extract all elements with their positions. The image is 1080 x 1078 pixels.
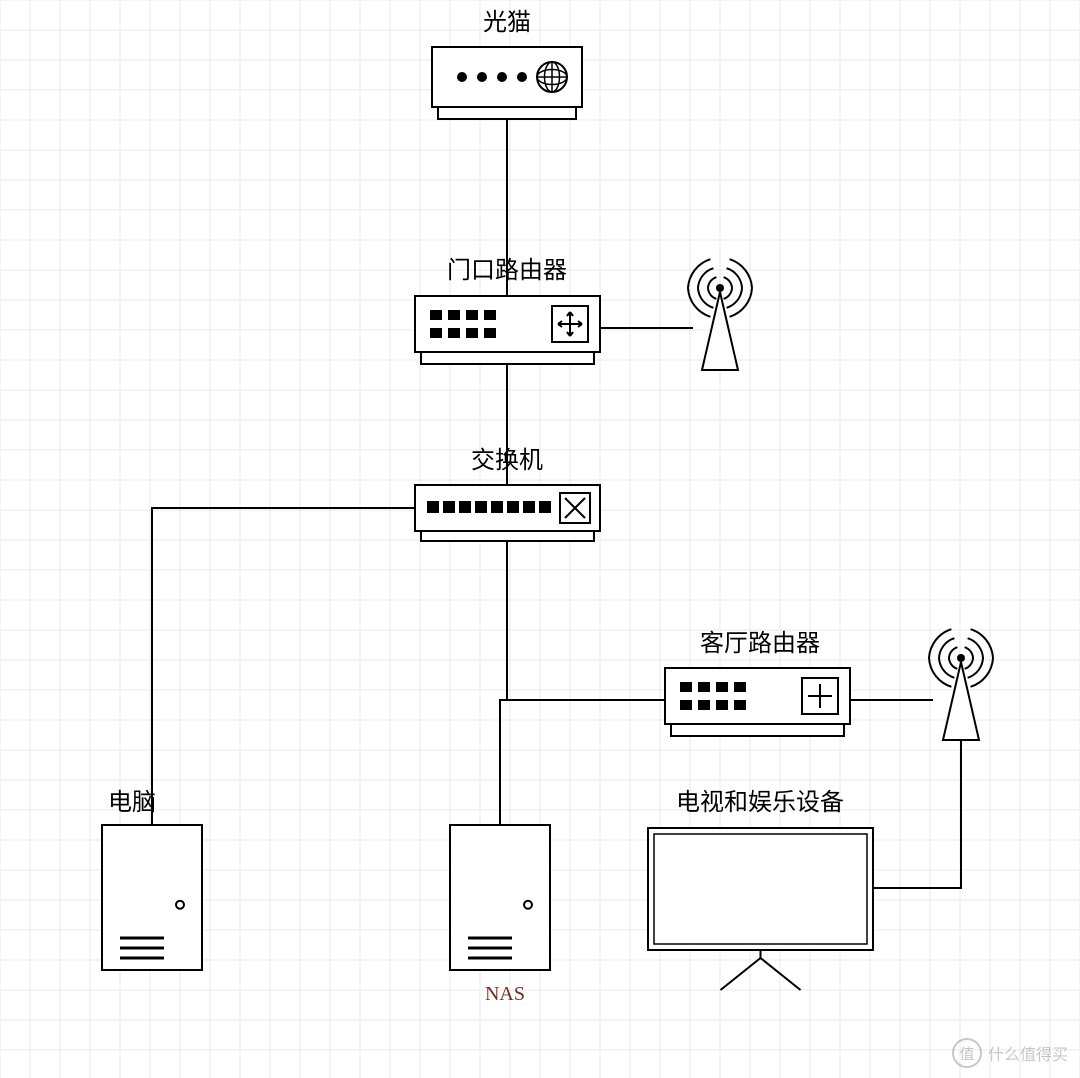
switch-device bbox=[415, 485, 600, 541]
modem-device bbox=[432, 47, 582, 119]
router1-device bbox=[415, 296, 600, 364]
router2-device bbox=[665, 668, 850, 736]
diagram-canvas: 光猫门口路由器交换机客厅路由器电脑 NAS 电视和娱乐设备 值 什么值得买 bbox=[0, 0, 1080, 1078]
nas-label: NAS bbox=[485, 983, 525, 1005]
modem-label: 光猫 bbox=[483, 9, 531, 36]
nas-device bbox=[450, 825, 550, 970]
tv-label: 电视和娱乐设备 bbox=[676, 789, 844, 816]
watermark-badge: 值 bbox=[952, 1038, 982, 1068]
pc-device bbox=[102, 825, 202, 970]
router2-label: 客厅路由器 bbox=[700, 630, 820, 657]
watermark-text: 什么值得买 bbox=[988, 1041, 1068, 1065]
watermark: 值 什么值得买 bbox=[952, 1038, 1068, 1068]
router1-label: 门口路由器 bbox=[447, 257, 567, 284]
network-diagram-svg: 光猫门口路由器交换机客厅路由器电脑 NAS 电视和娱乐设备 bbox=[0, 0, 1080, 1078]
switch-label: 交换机 bbox=[471, 447, 543, 474]
pc-label: 电脑 bbox=[108, 789, 156, 816]
